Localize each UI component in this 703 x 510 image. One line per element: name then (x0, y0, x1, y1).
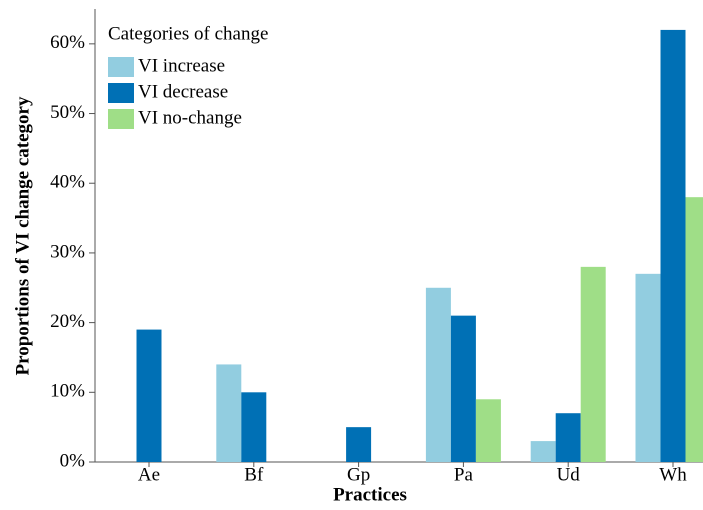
x-tick-label: Gp (347, 464, 370, 485)
bar (475, 399, 501, 462)
legend-swatch (108, 109, 134, 129)
bar (635, 273, 661, 462)
x-tick-label: Wh (659, 464, 687, 485)
y-tick-label: 50% (50, 102, 85, 123)
bar (555, 413, 581, 462)
y-tick-label: 30% (50, 241, 85, 262)
x-tick-label: Bf (244, 464, 264, 485)
legend-label: VI decrease (138, 81, 228, 102)
y-tick-label: 40% (50, 172, 85, 193)
y-tick-label: 20% (50, 311, 85, 332)
x-tick-label: Ae (138, 464, 160, 485)
legend-label: VI no-change (138, 107, 242, 128)
x-tick-label: Ud (557, 464, 581, 485)
y-tick-label: 0% (60, 450, 86, 471)
legend-swatch (108, 83, 134, 103)
bar (530, 441, 556, 462)
bar (136, 329, 162, 462)
legend-title: Categories of change (108, 23, 268, 44)
bar (580, 266, 606, 462)
y-axis-label: Proportions of VI change category (12, 96, 33, 375)
bar (241, 392, 267, 462)
y-tick-label: 10% (50, 381, 85, 402)
bar (660, 29, 686, 463)
legend-swatch (108, 57, 134, 77)
bar (346, 427, 372, 462)
bar (685, 197, 703, 462)
y-tick-label: 60% (50, 32, 85, 53)
legend-label: VI increase (138, 55, 225, 76)
bar (216, 364, 242, 462)
bar (450, 315, 476, 462)
x-axis-label: Practices (333, 484, 407, 505)
x-tick-label: Pa (454, 464, 474, 485)
bar (425, 287, 451, 462)
